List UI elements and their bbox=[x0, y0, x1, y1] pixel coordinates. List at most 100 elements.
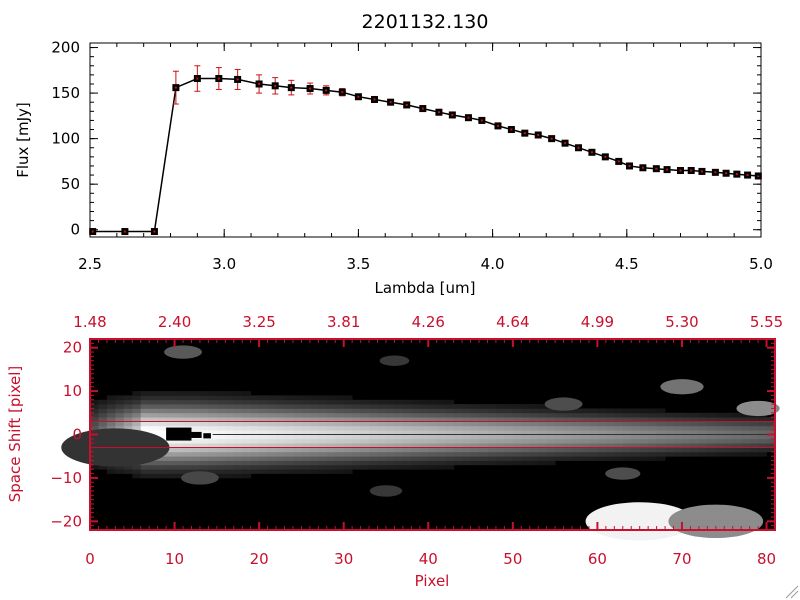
image-pixel bbox=[631, 456, 641, 461]
image-pixel bbox=[436, 412, 446, 418]
image-pixel bbox=[665, 434, 674, 440]
image-pixel bbox=[183, 438, 192, 444]
image-pixel bbox=[242, 395, 252, 401]
image-pixel bbox=[597, 430, 607, 435]
image-pixel bbox=[233, 443, 243, 448]
image-pixel bbox=[259, 421, 268, 427]
image-pixel bbox=[90, 412, 99, 418]
data-point-center bbox=[174, 86, 177, 89]
spectrum-line bbox=[92, 77, 759, 233]
image-pixel bbox=[259, 447, 268, 453]
image-pixel bbox=[115, 408, 125, 414]
image-pixel bbox=[225, 430, 235, 435]
image-pixel bbox=[267, 443, 277, 448]
image-pixel bbox=[504, 425, 514, 431]
image-pixel bbox=[741, 417, 751, 422]
image-pixel bbox=[106, 469, 116, 474]
image-pixel bbox=[462, 438, 471, 444]
image-pixel bbox=[462, 443, 471, 448]
image-pixel bbox=[326, 417, 336, 422]
image-pixel bbox=[538, 421, 548, 427]
image-pixel bbox=[208, 456, 218, 461]
image-pixel bbox=[589, 434, 598, 440]
image-pixel bbox=[411, 443, 421, 448]
image-pixel bbox=[267, 421, 277, 427]
space-shift-y-tick-label: 0 bbox=[72, 426, 82, 444]
image-pixel bbox=[318, 447, 328, 453]
spectrum-x-tick-label: 3.0 bbox=[212, 255, 236, 273]
image-pixel bbox=[419, 451, 429, 457]
data-point-center bbox=[405, 103, 408, 106]
image-pixel bbox=[487, 408, 497, 414]
image-pixel bbox=[402, 425, 412, 431]
saturated-core bbox=[191, 431, 202, 438]
image-pixel bbox=[597, 443, 607, 448]
spectrum-y-axis-label: Flux [mJy] bbox=[14, 102, 32, 178]
image-pixel bbox=[428, 451, 438, 457]
image-pixel bbox=[377, 456, 387, 461]
image-pixel bbox=[369, 464, 378, 470]
image-pixel bbox=[724, 417, 734, 422]
image-pixel bbox=[419, 404, 429, 409]
image-pixel bbox=[132, 417, 142, 422]
resize-grip-icon[interactable] bbox=[785, 585, 799, 599]
image-pixel bbox=[174, 408, 184, 414]
image-pixel bbox=[183, 460, 192, 466]
image-pixel bbox=[250, 469, 260, 474]
image-pixel bbox=[572, 425, 581, 431]
image-pixel bbox=[521, 456, 531, 461]
image-pixel bbox=[436, 425, 446, 431]
image-pixel bbox=[335, 443, 345, 448]
image-pixel bbox=[732, 417, 742, 422]
image-pixel bbox=[715, 438, 725, 444]
image-pixel bbox=[309, 408, 319, 414]
image-pixel bbox=[648, 417, 657, 422]
image-pixel bbox=[648, 456, 657, 461]
image-pixel bbox=[614, 412, 624, 418]
image-pixel bbox=[504, 430, 514, 435]
image-pixel bbox=[707, 447, 717, 453]
image-pixel bbox=[715, 443, 725, 448]
image-pixel bbox=[352, 399, 362, 405]
image-pixel bbox=[259, 399, 268, 405]
image-pixel bbox=[538, 447, 548, 453]
image-pixel bbox=[259, 464, 268, 470]
image-pixel bbox=[394, 399, 404, 405]
image-pixel bbox=[665, 438, 674, 444]
data-point-center bbox=[550, 137, 553, 140]
image-pixel bbox=[724, 434, 734, 440]
image-pixel bbox=[386, 421, 395, 427]
image-pixel bbox=[343, 417, 353, 422]
image-pixel bbox=[665, 447, 674, 453]
image-pixel bbox=[301, 443, 311, 448]
image-pixel bbox=[470, 447, 480, 453]
image-pixel bbox=[259, 425, 268, 431]
image-pixel bbox=[208, 464, 218, 470]
image-pixel bbox=[622, 412, 632, 418]
spectrum-x-tick-label: 2.5 bbox=[78, 255, 102, 273]
pixel-x-tick-label: 0 bbox=[85, 550, 95, 568]
image-pixel bbox=[157, 395, 167, 401]
image-pixel bbox=[250, 404, 260, 409]
image-pixel bbox=[259, 456, 268, 461]
image-pixel bbox=[682, 443, 691, 448]
image-pixel bbox=[538, 404, 548, 409]
image-pixel bbox=[377, 399, 387, 405]
image-pixel bbox=[445, 421, 455, 427]
image-pixel bbox=[648, 438, 657, 444]
image-pixel bbox=[589, 408, 598, 414]
image-pixel bbox=[546, 408, 556, 414]
image-pixel bbox=[250, 399, 260, 405]
image-pixel bbox=[199, 399, 209, 405]
image-pixel bbox=[631, 447, 641, 453]
image-pixel bbox=[183, 417, 192, 422]
image-pixel bbox=[555, 447, 564, 453]
image-pixel bbox=[648, 443, 657, 448]
image-pixel bbox=[318, 408, 328, 414]
image-pixel bbox=[555, 412, 564, 418]
image-pixel bbox=[749, 447, 759, 453]
image-pixel bbox=[242, 447, 252, 453]
image-pixel bbox=[132, 395, 142, 401]
image-pixel bbox=[715, 425, 725, 431]
image-pixel bbox=[589, 417, 598, 422]
